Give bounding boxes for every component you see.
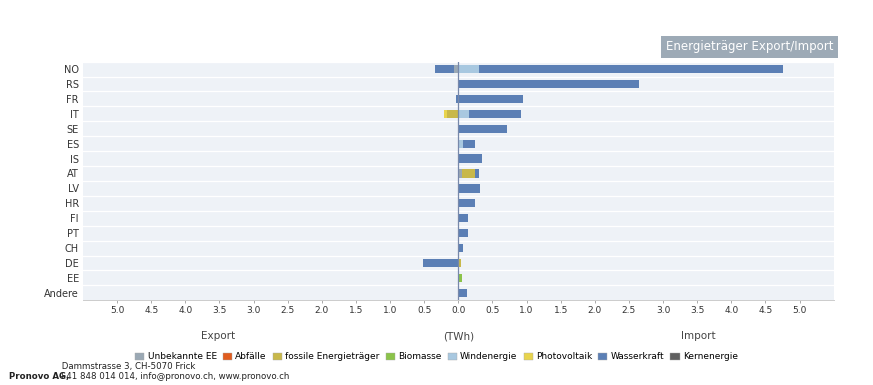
- Bar: [447, 110, 458, 118]
- Text: Export: Export: [201, 331, 235, 341]
- Bar: [444, 110, 447, 118]
- Bar: [458, 65, 478, 73]
- Bar: [458, 139, 463, 148]
- Bar: [462, 169, 476, 177]
- Bar: [458, 80, 639, 88]
- Text: (TWh): (TWh): [443, 331, 474, 341]
- Bar: [458, 125, 507, 133]
- Bar: [458, 229, 468, 237]
- Bar: [458, 214, 468, 223]
- Bar: [469, 110, 521, 118]
- Bar: [423, 259, 458, 267]
- Text: Dammstrasse 3, CH-5070 Frick
+41 848 014 014, info@pronovo.ch, www.pronovo.ch: Dammstrasse 3, CH-5070 Frick +41 848 014…: [59, 362, 290, 381]
- Bar: [458, 274, 463, 282]
- Bar: [476, 169, 479, 177]
- Bar: [458, 184, 480, 192]
- Bar: [435, 65, 454, 73]
- Bar: [458, 95, 523, 103]
- Bar: [454, 65, 458, 73]
- Bar: [458, 154, 482, 163]
- Bar: [458, 259, 461, 267]
- Bar: [456, 95, 458, 103]
- Bar: [458, 199, 475, 208]
- Bar: [458, 169, 462, 177]
- Bar: [478, 65, 782, 73]
- Text: Import: Import: [681, 331, 716, 341]
- Bar: [458, 110, 469, 118]
- Bar: [458, 244, 463, 252]
- Text: Pronovo AG,: Pronovo AG,: [9, 372, 69, 381]
- Bar: [463, 139, 476, 148]
- Legend: Unbekannte EE, Abfälle, fossile Energieträger, Biomasse, Windenergie, Photovolta: Unbekannte EE, Abfälle, fossile Energiet…: [132, 349, 741, 365]
- Bar: [458, 289, 466, 297]
- Text: Energieträger Export/Import: Energieträger Export/Import: [666, 40, 834, 53]
